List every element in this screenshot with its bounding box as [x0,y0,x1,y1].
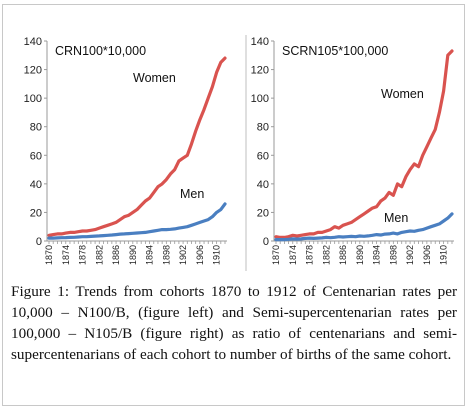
charts-canvas: 0 20 40 60 80 100 120 140 1870 1874 1878 1882 1886 18… [24,35,454,271]
chart2-y-tick-label: 100 [251,93,269,105]
chart2-y-tick-label: 140 [251,36,269,48]
chart2-y-tick-label: 40 [257,179,269,191]
chart2-x-tick-label: 1882 [321,245,331,265]
chart1-y-tick-label: 60 [30,150,42,162]
chart1-x-tick-label: 1894 [145,245,155,265]
chart2-x-tick-label: 1894 [372,245,382,265]
chart1-x-tick-label: 1882 [94,245,104,265]
chart2-x-tick-label: 1902 [405,245,415,265]
chart1-x-tick-label: 1898 [161,245,171,265]
chart1-x-tick-label: 1902 [178,245,188,265]
chart1-y-tick-label: 0 [36,236,42,248]
chart2-y-tick-label: 60 [257,150,269,162]
chart2-x-tick-label: 1874 [288,245,298,265]
chart1-x-tick-label: 1874 [61,245,71,265]
chart2-y-tick-label: 120 [251,65,269,77]
chart2-series-label-women: Women [381,87,424,101]
chart1-x-tick-label: 1906 [195,245,205,265]
chart1-y-tick-label: 100 [24,93,42,105]
chart2-x-tick-label: 1870 [271,245,281,265]
chart2-x-tick-label: 1898 [388,245,398,265]
chart1-series-label-men: Men [180,187,204,201]
chart2-x-tick-label: 1906 [422,245,432,265]
chart2-x-tick-label: 1890 [355,245,365,265]
chart2-series-line-women [274,49,454,239]
chart1-x-tick-label: 1890 [128,245,138,265]
chart2-y-tick-label: 0 [263,236,269,248]
chart1-series-line-men [47,202,227,240]
chart1-series-line-women [47,56,227,237]
chart2-y-tick-label: 80 [257,122,269,134]
chart1-x-tick-label: 1910 [212,245,222,265]
chart2-x-tick-label: 1886 [338,245,348,265]
caption-text: Trends from cohorts 1870 to 1912 of Cent… [11,283,458,363]
chart2-y-tick-label: 20 [257,207,269,219]
chart1-series-label-women: Women [133,71,176,85]
chart1-x-tick-label: 1878 [78,245,88,265]
caption-label: Figure 1: [11,283,70,300]
chart1-y-tick-label: 20 [30,207,42,219]
chart1-title: CRN100*10,000 [55,44,146,58]
chart2-x-tick-label: 1878 [305,245,315,265]
chart1-y-tick-label: 120 [24,65,42,77]
figure-box: 0 20 40 60 80 100 120 140 1870 1874 1878 1882 1886 18… [2,4,465,406]
chart2-x-tick-label: 1910 [439,245,449,265]
figure-caption: Figure 1: Trends from cohorts 1870 to 19… [11,281,457,365]
chart2-title: SCRN105*100,000 [282,44,388,58]
chart1-x-tick-label: 1870 [44,245,54,265]
chart1-y-tick-label: 40 [30,179,42,191]
chart1-y-tick-label: 80 [30,122,42,134]
chart1-x-tick-label: 1886 [111,245,121,265]
chart2-series-label-men: Men [384,211,408,225]
chart2-series-line-men [274,212,454,242]
chart1-y-tick-label: 140 [24,36,42,48]
